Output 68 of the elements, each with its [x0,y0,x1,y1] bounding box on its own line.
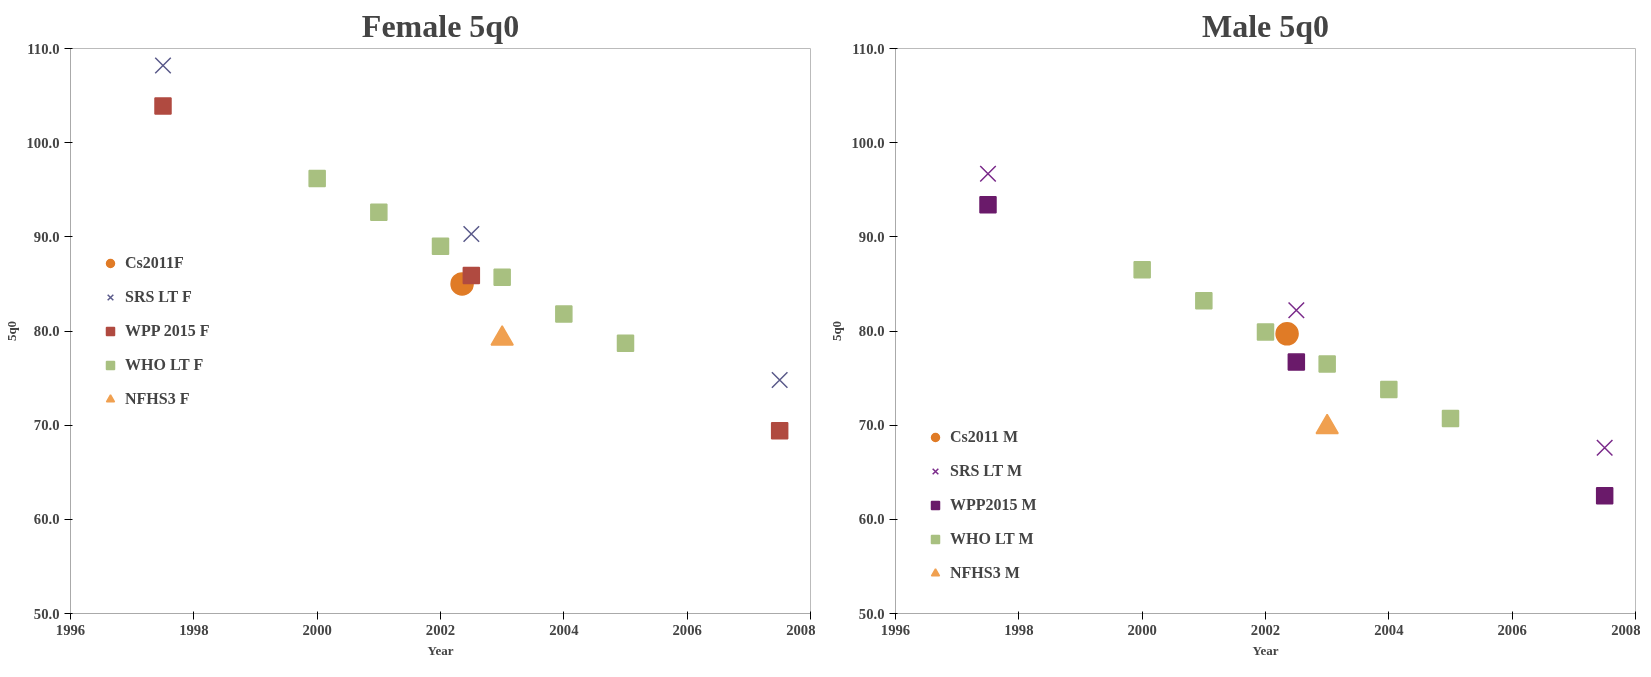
point [1195,292,1213,310]
y-tick-label: 90.0 [33,228,60,245]
y-tick-label: 110.0 [852,40,885,57]
y-tick-label: 60.0 [33,511,60,528]
point [979,196,997,214]
y-tick-label: 50.0 [33,605,60,622]
x-tick-label: 2008 [786,621,816,638]
point [1318,355,1336,373]
x-tick-label: 1996 [880,621,911,638]
point [1133,261,1151,279]
legend-label: WHO LT F [125,355,204,374]
point [1275,322,1299,346]
y-tick-label: 70.0 [33,417,60,434]
point [1595,487,1614,505]
point [1596,439,1614,457]
point [770,422,789,440]
point [493,268,511,287]
y-tick-label: 110.0 [27,40,60,57]
legend-label: WPP2015 M [950,496,1037,514]
point [1441,409,1460,428]
y-tick-label: 80.0 [858,323,885,339]
x-tick-label: 2006 [1497,621,1527,638]
legend-label: WHO LT M [950,530,1034,548]
point [1287,301,1305,319]
point [370,203,388,222]
x-tick-label: 2008 [1611,621,1641,638]
chart-title: Male 5q0 [1201,7,1330,44]
point [771,371,789,389]
x-axis-title: Year [1252,642,1279,658]
point [1256,323,1275,341]
x-tick-label: 1998 [1004,621,1034,638]
x-tick-label: 2000 [1127,621,1157,638]
point [1380,380,1398,399]
point [462,225,480,243]
legend-label: Cs2011 M [950,428,1018,446]
y-tick-label: 50.0 [858,605,885,622]
point [555,305,573,323]
legend-label: NFHS3 M [950,564,1020,582]
x-tick-label: 2004 [1374,621,1405,638]
point [616,334,635,352]
y-axis-title: 5q0 [828,320,844,342]
legend-label: SRS LT F [125,287,192,306]
y-tick-label: 60.0 [858,511,885,528]
x-tick-label: 2002 [1250,621,1281,638]
x-tick-label: 1998 [179,621,209,638]
point [431,237,450,255]
y-tick-label: 90.0 [858,228,885,245]
y-tick-label: 70.0 [858,417,885,434]
legend-label: Cs2011F [125,253,184,272]
x-tick-label: 2004 [549,621,580,638]
legend-label: NFHS3 F [125,389,190,408]
point [1287,353,1306,371]
x-tick-label: 2006 [672,621,702,638]
chart-title: Female 5q0 [361,7,520,44]
y-tick-label: 100.0 [26,134,60,151]
point [154,56,172,74]
y-tick-label: 100.0 [851,134,885,151]
legend-label: WPP 2015 F [125,321,210,340]
x-axis-title: Year [427,642,454,658]
point [154,97,172,115]
y-tick-label: 80.0 [33,323,60,339]
point [308,169,326,188]
legend-label: SRS LT M [950,462,1023,480]
y-axis-title: 5q0 [3,320,19,342]
x-tick-label: 1996 [55,621,86,638]
point [979,165,997,183]
x-tick-label: 2002 [425,621,456,638]
x-tick-label: 2000 [302,621,332,638]
